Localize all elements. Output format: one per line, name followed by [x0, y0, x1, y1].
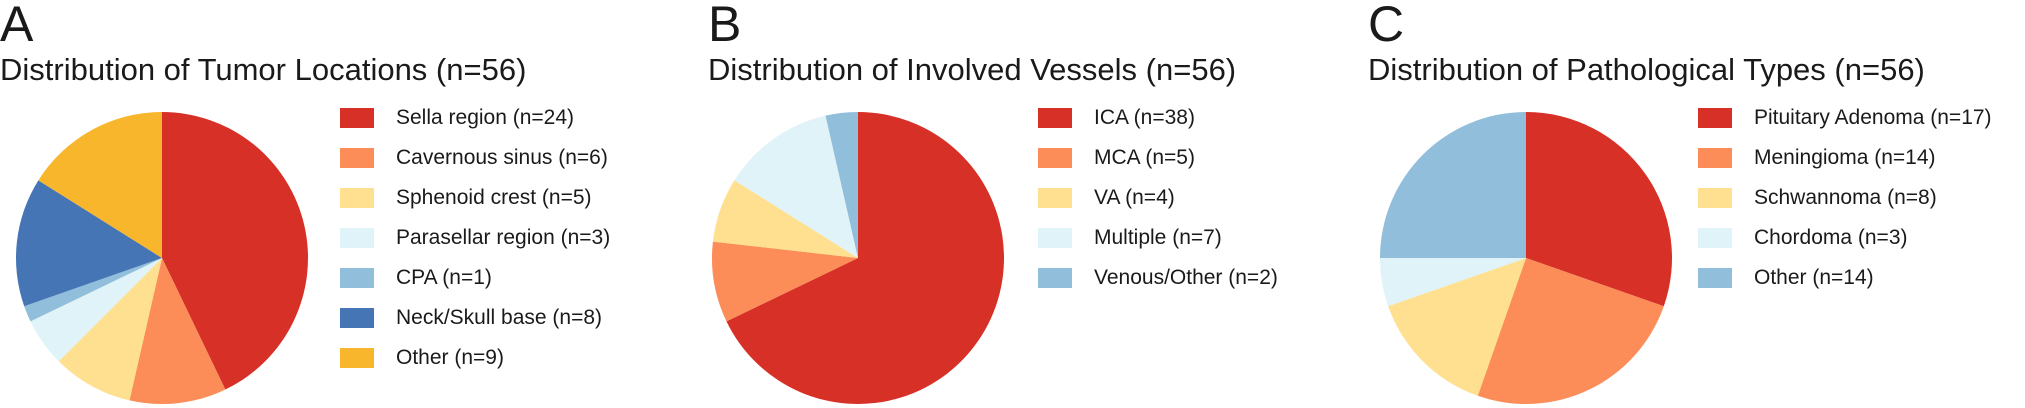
legend-label: Meningioma (n=14) [1754, 146, 1936, 169]
pie-slice [24, 258, 162, 322]
panel-label: C [1368, 0, 1405, 52]
legend-label: Cavernous sinus (n=6) [396, 146, 608, 169]
legend-swatch [340, 308, 374, 328]
pie-slice [15, 180, 162, 307]
pie-slice [1388, 258, 1526, 396]
legend-label: Neck/Skull base (n=8) [396, 306, 603, 329]
legend-label: CPA (n=1) [396, 266, 492, 289]
pie-slice [1380, 112, 1526, 258]
chart-panel-b: B Distribution of Involved Vessels (n=56… [708, 0, 1348, 407]
legend-label: Venous/Other (n=2) [1094, 266, 1278, 289]
chart-title: Distribution of Involved Vessels (n=56) [708, 52, 1237, 87]
legend-swatch [340, 148, 374, 168]
pie-chart [712, 112, 1005, 405]
pie-slice [712, 241, 858, 322]
pie-slice [58, 258, 163, 401]
pie-slice [712, 180, 858, 258]
legend-label: Other (n=9) [396, 346, 504, 369]
legend-label: Chordoma (n=3) [1754, 226, 1908, 249]
legend-swatch [1038, 188, 1072, 208]
legend-swatch [1038, 148, 1072, 168]
legend-swatch [340, 108, 374, 128]
legend-label: Other (n=14) [1754, 266, 1874, 289]
pie-slice [1477, 258, 1664, 405]
legend-swatch [340, 188, 374, 208]
legend-swatch [1698, 188, 1732, 208]
chart-panel-c: C Distribution of Pathological Types (n=… [1368, 0, 2025, 407]
chart-legend: Sella region (n=24) Cavernous sinus (n=6)… [340, 102, 700, 369]
legend-swatch [1698, 268, 1732, 288]
pie-slice [825, 112, 858, 258]
legend-swatch [1038, 268, 1072, 288]
legend-swatch [340, 268, 374, 288]
panel-label: A [0, 0, 34, 52]
pie-slice [726, 112, 1005, 405]
legend-swatch [1698, 228, 1732, 248]
chart-legend: Pituitary Adenoma (n=17) Meningioma (n=14… [1698, 102, 2025, 289]
legend-swatch [340, 348, 374, 368]
legend-label: Schwannoma (n=8) [1754, 186, 1937, 209]
legend-swatch [1698, 108, 1732, 128]
pie-slice [38, 112, 162, 258]
chart-title: Distribution of Pathological Types (n=56… [1368, 52, 1925, 87]
pie-slice [129, 258, 226, 405]
pie-chart [1380, 112, 1673, 405]
legend-label: Pituitary Adenoma (n=17) [1754, 106, 1992, 129]
pie-chart [15, 112, 308, 405]
panel-label: B [708, 0, 742, 52]
legend-swatch [340, 228, 374, 248]
chart-legend: ICA (n=38) MCA (n=5) VA (n=4) Multiple (n=7… [1038, 102, 1348, 289]
legend-label: Sphenoid crest (n=5) [396, 186, 592, 209]
pie-slice [30, 258, 163, 362]
pie-slice [162, 112, 308, 390]
chart-title: Distribution of Tumor Locations (n=56) [0, 52, 527, 87]
legend-label: Multiple (n=7) [1094, 226, 1222, 249]
legend-label: Parasellar region (n=3) [396, 226, 611, 249]
legend-swatch [1038, 228, 1072, 248]
legend-swatch [1038, 108, 1072, 128]
legend-label: Sella region (n=24) [396, 106, 575, 129]
legend-label: ICA (n=38) [1094, 106, 1195, 129]
legend-swatch [1698, 148, 1732, 168]
legend-label: VA (n=4) [1094, 186, 1175, 209]
chart-panel-a: A Distribution of Tumor Locations (n=56)… [0, 0, 700, 407]
pie-slice [1380, 258, 1526, 307]
pie-slice [1526, 112, 1673, 307]
pie-slice [734, 115, 858, 258]
legend-label: MCA (n=5) [1094, 146, 1195, 169]
